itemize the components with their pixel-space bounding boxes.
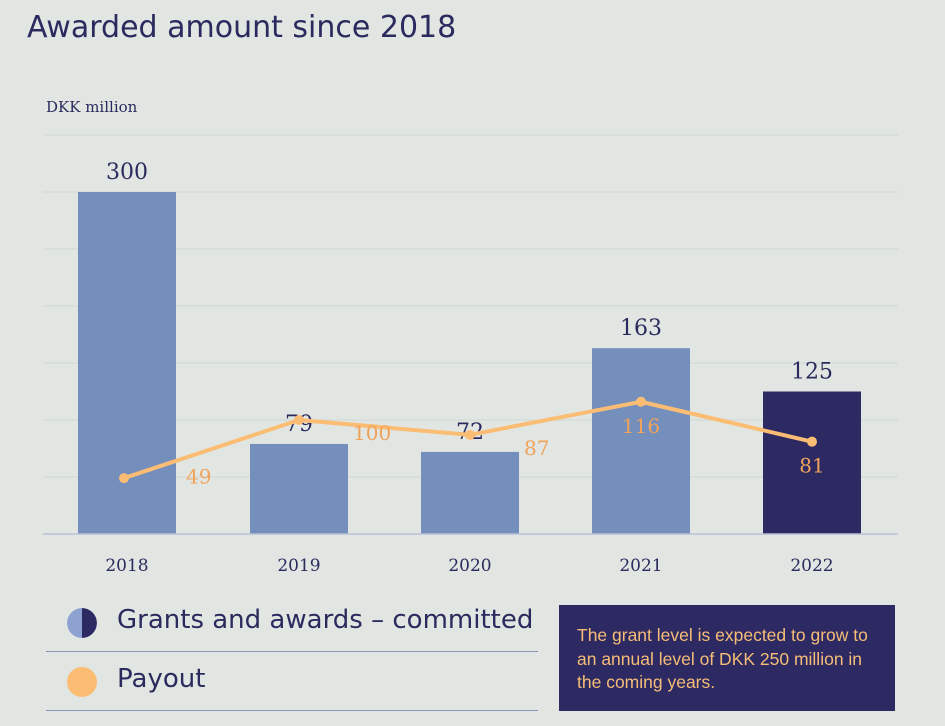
bar-value-label: 163 <box>620 316 662 341</box>
x-tick-label: 2019 <box>277 556 320 576</box>
bar-value-label: 300 <box>106 160 148 185</box>
legend-item-payout: Payout <box>46 652 538 711</box>
bar-value-label: 125 <box>791 360 833 385</box>
bar-2018 <box>78 192 176 534</box>
payout-value-label: 100 <box>353 421 391 445</box>
payout-value-label: 116 <box>622 414 660 438</box>
payout-point <box>294 415 304 425</box>
x-tick-label: 2022 <box>790 556 833 576</box>
payout-value-label: 49 <box>186 465 211 489</box>
payout-point <box>119 473 129 484</box>
bar-2022 <box>763 391 861 534</box>
half-circle-icon <box>67 608 97 638</box>
bar-2019 <box>250 443 348 534</box>
payout-point <box>807 436 817 447</box>
legend-label-payout: Payout <box>117 664 206 694</box>
bar-2020 <box>421 451 519 534</box>
payout-value-label: 81 <box>799 454 824 478</box>
legend-item-grants: Grants and awards – committed <box>46 593 538 652</box>
payout-point <box>636 396 646 407</box>
bar-2021 <box>592 348 690 534</box>
x-tick-label: 2018 <box>105 556 148 576</box>
legend-label-grants: Grants and awards – committed <box>117 605 534 635</box>
chart-title: Awarded amount since 2018 <box>27 10 457 45</box>
combo-chart: 3007972163125201820192020202120224910087… <box>43 134 898 576</box>
circle-icon <box>67 667 97 697</box>
payout-value-label: 87 <box>524 436 549 460</box>
x-tick-label: 2020 <box>448 556 491 576</box>
y-axis-unit: DKK million <box>46 98 138 116</box>
payout-point <box>465 429 475 440</box>
x-tick-label: 2021 <box>619 556 662 576</box>
info-note: The grant level is expected to grow to a… <box>559 605 895 711</box>
